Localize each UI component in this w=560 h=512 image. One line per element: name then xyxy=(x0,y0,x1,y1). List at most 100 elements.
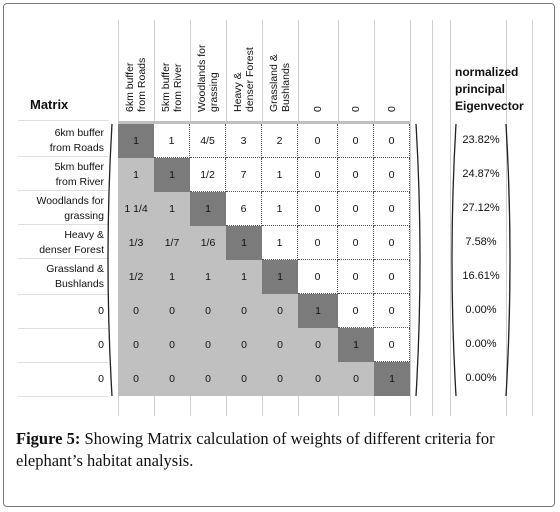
matrix-cell: 2 xyxy=(262,124,298,158)
row-label-line: 6km buffer xyxy=(54,127,104,139)
caption-label: Figure 5: xyxy=(16,429,81,448)
matrix-cell: 0 xyxy=(241,339,247,351)
matrix-cell: 1/7 xyxy=(164,237,180,249)
row-label-line: Bushlands xyxy=(54,278,104,290)
matrix-diagonal-cell: 1 xyxy=(262,260,298,294)
eigenvector-value: 7.58% xyxy=(465,236,497,248)
matrix-cell: 1 xyxy=(262,158,298,192)
matrix-right-bracket xyxy=(415,123,421,397)
eigenvector-value: 0.00% xyxy=(465,338,497,350)
matrix-cell: 0 xyxy=(133,373,139,385)
matrix-cell: 0 xyxy=(374,124,410,158)
row-label-line: grassing xyxy=(64,210,104,222)
row-label-line: from Roads xyxy=(49,142,104,154)
eigen-left-bracket xyxy=(451,123,457,397)
matrix-cell: 0 xyxy=(277,305,283,317)
gridline xyxy=(506,20,507,416)
matrix-cell: 0 xyxy=(315,373,321,385)
matrix-cell: 1 xyxy=(169,203,175,215)
matrix-diagonal-cell: 1 xyxy=(374,362,410,396)
row-label: 6km buffer from Roads xyxy=(18,126,104,156)
matrix-cell: 0 xyxy=(205,373,211,385)
row-label-line: 5km buffer xyxy=(54,161,104,173)
matrix-cell: 1/6 xyxy=(200,237,216,249)
row-gridline xyxy=(18,224,108,225)
eigenvector-value: 0.00% xyxy=(465,304,497,316)
matrix-cell: 0 xyxy=(338,158,374,192)
eigenvector-value: 27.12% xyxy=(462,202,500,214)
row-label: 0 xyxy=(18,304,104,319)
matrix-cell: 6 xyxy=(226,192,262,226)
gridline xyxy=(410,20,411,416)
matrix-diagonal-cell: 1 xyxy=(226,226,262,260)
eigenvector-value: 24.87% xyxy=(462,168,500,180)
matrix-cell: 0 xyxy=(133,339,139,351)
gridline xyxy=(450,20,451,416)
gridline xyxy=(432,20,433,416)
eigenvector-value: 0.00% xyxy=(465,372,497,384)
matrix-cell: 0 xyxy=(169,305,175,317)
eigenvector-value: 16.61% xyxy=(462,270,500,282)
matrix-cell: 0 xyxy=(374,260,410,294)
row-gridline xyxy=(18,328,108,329)
matrix-diagonal-cell: 1 xyxy=(154,158,190,192)
row-label-line: from River xyxy=(55,176,104,188)
matrix-cell: 0 xyxy=(205,339,211,351)
matrix-label: Matrix xyxy=(30,97,69,112)
matrix-cell: 1/3 xyxy=(128,237,144,249)
matrix-cell: 1 xyxy=(262,192,298,226)
row-label-line: 0 xyxy=(98,338,104,351)
row-label-line: Grassland & xyxy=(46,263,104,275)
matrix-cell: 4/5 xyxy=(190,124,226,158)
matrix-cell: 1/2 xyxy=(190,158,226,192)
row-label: 0 xyxy=(18,372,104,387)
matrix-cell: 0 xyxy=(338,260,374,294)
figure-frame xyxy=(3,3,555,507)
eigen-right-bracket xyxy=(505,123,511,397)
row-gridline xyxy=(18,156,108,157)
row-label-line: 0 xyxy=(98,372,104,385)
matrix-cell: 0 xyxy=(374,158,410,192)
figure-caption: Figure 5: Showing Matrix calculation of … xyxy=(16,428,546,472)
caption-text: Showing Matrix calculation of weights of… xyxy=(16,429,495,470)
matrix-cell: 1 xyxy=(169,271,175,283)
matrix-cell: 0 xyxy=(169,373,175,385)
matrix-cell: 0 xyxy=(277,373,283,385)
matrix-cell: 1/2 xyxy=(128,271,144,283)
row-gridline xyxy=(18,362,108,363)
matrix-cell: 0 xyxy=(353,373,359,385)
row-label-line: denser Forest xyxy=(39,244,104,256)
matrix-cell: 0 xyxy=(338,226,374,260)
row-label: 0 xyxy=(18,338,104,353)
matrix-cell: 0 xyxy=(298,124,338,158)
matrix-cell: 0 xyxy=(338,294,374,328)
matrix-cell: 0 xyxy=(277,339,283,351)
matrix-cell: 0 xyxy=(315,339,321,351)
matrix-diagonal-cell: 1 xyxy=(190,192,226,226)
row-gridline xyxy=(18,396,108,397)
row-label-line: 0 xyxy=(98,304,104,317)
matrix-cell: 0 xyxy=(374,328,410,362)
matrix-brackets xyxy=(107,123,511,397)
row-label: Grassland & Bushlands xyxy=(18,262,104,292)
matrix-cell: 0 xyxy=(169,339,175,351)
row-gridline xyxy=(18,190,108,191)
row-label: Heavy & denser Forest xyxy=(18,228,104,258)
matrix-cell: 3 xyxy=(226,124,262,158)
matrix-cell: 0 xyxy=(374,294,410,328)
matrix-cell: 0 xyxy=(374,226,410,260)
matrix-cell: 1 1/4 xyxy=(124,203,148,215)
matrix-cell: 1 xyxy=(133,169,139,181)
gridline xyxy=(532,20,533,416)
matrix-cell: 1 xyxy=(154,124,190,158)
row-label-line: Heavy & xyxy=(64,229,104,241)
row-label: Woodlands for grassing xyxy=(18,194,104,224)
eigenvector-header: normalized principal Eigenvector xyxy=(455,64,524,115)
matrix-cell: 1 xyxy=(262,226,298,260)
matrix-cell: 0 xyxy=(133,305,139,317)
row-gridline xyxy=(18,294,108,295)
matrix-cell: 0 xyxy=(338,192,374,226)
matrix-cell: 0 xyxy=(298,192,338,226)
matrix-cell: 1 xyxy=(241,271,247,283)
matrix-cell: 0 xyxy=(205,305,211,317)
